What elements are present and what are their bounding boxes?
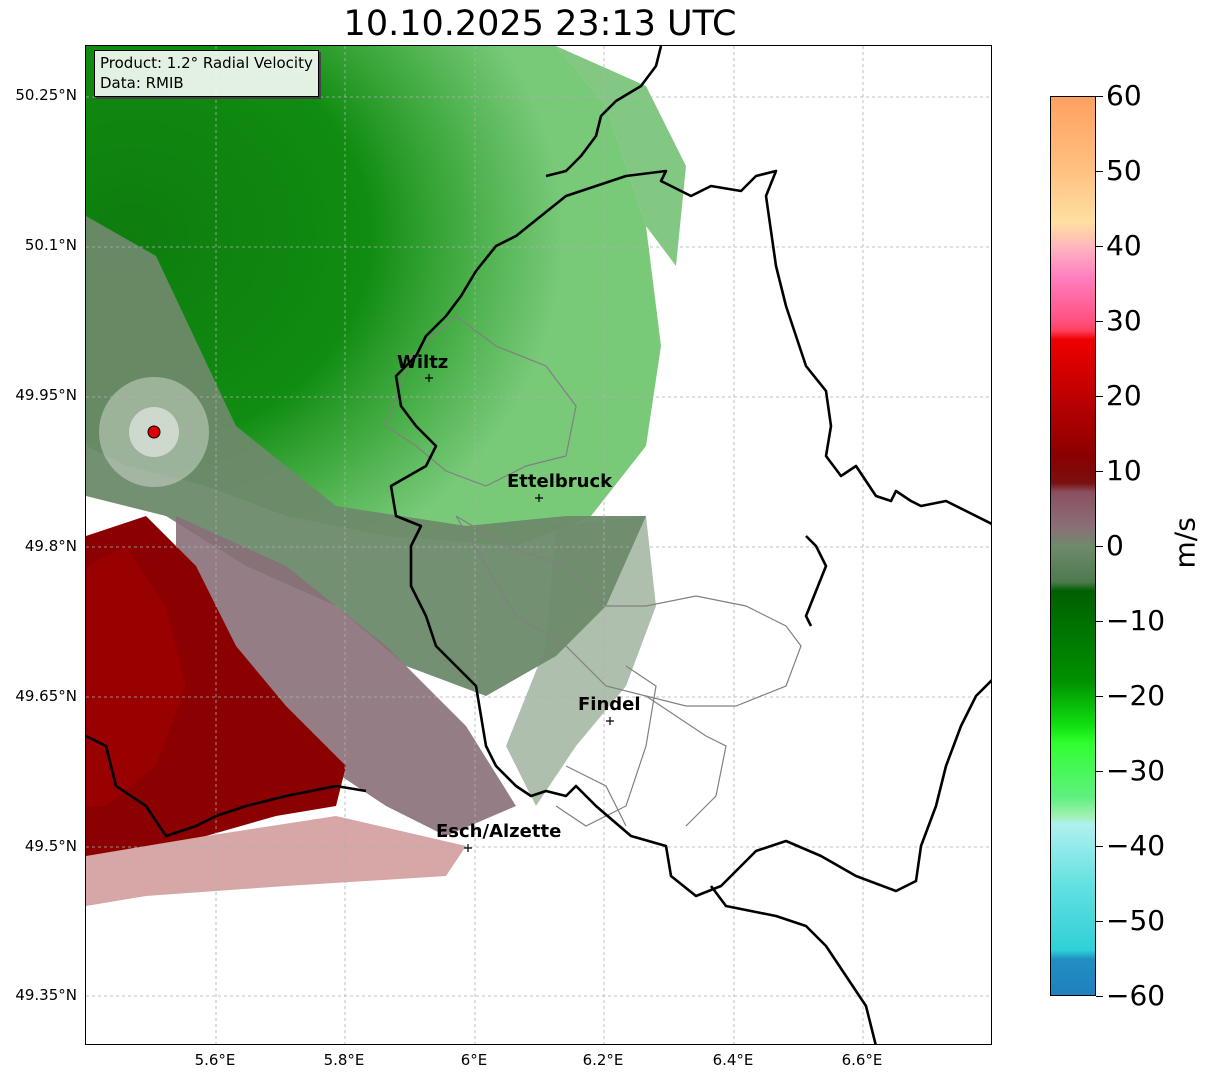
city-label-esch-alzette: Esch/Alzette	[436, 821, 562, 842]
colorbar-tick-mark	[1096, 246, 1103, 247]
radar-map[interactable]	[85, 45, 992, 1045]
velocity-colorbar	[1050, 96, 1096, 996]
colorbar-tick-mark	[1096, 96, 1103, 97]
colorbar-tick-mark	[1096, 996, 1103, 997]
product-label: Product: 1.2° Radial Velocity	[100, 54, 313, 72]
lat-tick-label: 50.25°N	[15, 86, 77, 104]
lat-tick-label: 50.1°N	[24, 236, 77, 254]
colorbar-tick-label: −30	[1106, 754, 1166, 787]
lon-tick-label: 6.6°E	[841, 1051, 883, 1069]
velocity-echo-field	[86, 46, 686, 906]
colorbar-tick-label: 30	[1106, 304, 1142, 337]
colorbar-tick-label: 60	[1106, 79, 1142, 112]
colorbar-tick-mark	[1096, 921, 1103, 922]
city-label-ettelbruck: Ettelbruck	[507, 471, 613, 492]
radar-map-canvas	[86, 46, 991, 1044]
colorbar-tick-mark	[1096, 171, 1103, 172]
lat-tick-label: 49.8°N	[24, 537, 77, 555]
lon-tick-label: 6°E	[460, 1051, 488, 1069]
lon-tick-label: 5.8°E	[323, 1051, 365, 1069]
map-title: 10.10.2025 23:13 UTC	[343, 4, 737, 44]
colorbar-tick-mark	[1096, 471, 1103, 472]
city-label-findel: Findel	[578, 694, 641, 715]
canton-boundaries	[385, 315, 802, 827]
colorbar-tick-label: −40	[1106, 829, 1166, 862]
colorbar-tick-label: 40	[1106, 229, 1142, 262]
colorbar-tick-mark	[1096, 696, 1103, 697]
colorbar-tick-label: −50	[1106, 904, 1166, 937]
colorbar-tick-mark	[1096, 396, 1103, 397]
lat-tick-label: 49.95°N	[15, 386, 77, 404]
colorbar-tick-label: 10	[1106, 454, 1142, 487]
lon-tick-label: 5.6°E	[194, 1051, 236, 1069]
colorbar-unit-label: m/s	[1168, 517, 1202, 569]
city-markers	[425, 374, 614, 852]
product-info-box: Product: 1.2° Radial Velocity Data: RMIB	[94, 50, 319, 97]
lat-tick-label: 49.35°N	[15, 986, 77, 1004]
city-label-wiltz: Wiltz	[397, 352, 449, 373]
map-gridlines	[86, 46, 991, 1044]
colorbar-tick-mark	[1096, 546, 1103, 547]
colorbar-tick-mark	[1096, 621, 1103, 622]
radar-site	[147, 425, 161, 439]
data-source-label: Data: RMIB	[100, 74, 184, 92]
colorbar-tick-label: 20	[1106, 379, 1142, 412]
country-borders	[86, 46, 991, 1044]
lat-tick-label: 49.65°N	[15, 687, 77, 705]
colorbar-tick-label: −10	[1106, 604, 1166, 637]
colorbar-tick-mark	[1096, 321, 1103, 322]
lon-tick-label: 6.4°E	[712, 1051, 754, 1069]
lon-tick-label: 6.2°E	[582, 1051, 624, 1069]
colorbar-tick-label: −20	[1106, 679, 1166, 712]
colorbar-tick-label: 0	[1106, 529, 1124, 562]
colorbar-tick-label: −60	[1106, 979, 1166, 1012]
lat-tick-label: 49.5°N	[24, 837, 77, 855]
colorbar-tick-label: 50	[1106, 154, 1142, 187]
colorbar-tick-mark	[1096, 846, 1103, 847]
colorbar-tick-mark	[1096, 771, 1103, 772]
